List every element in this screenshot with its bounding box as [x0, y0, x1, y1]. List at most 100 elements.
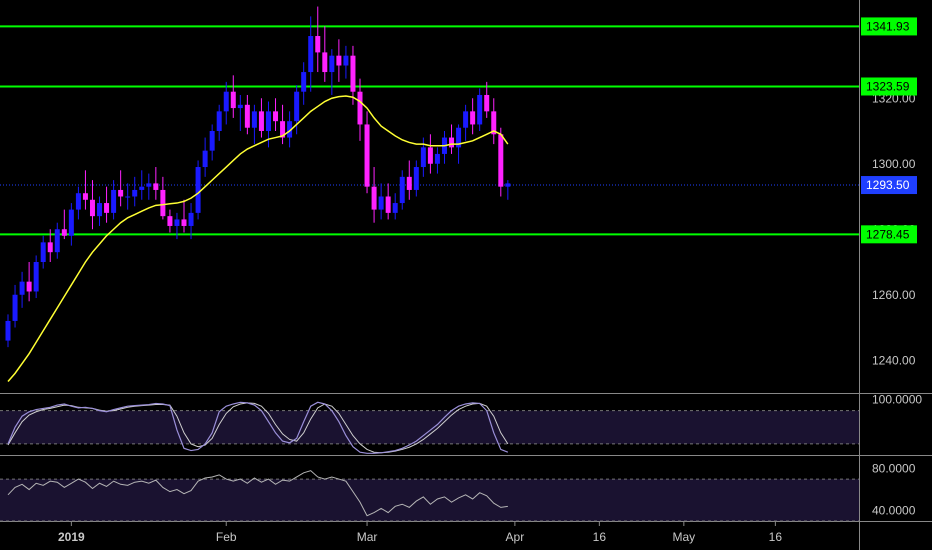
candle-body	[308, 36, 314, 73]
level-price-tag-text: 1341.93	[866, 19, 910, 33]
price-tick-label: 1300.00	[872, 157, 916, 171]
level-price-tag	[861, 77, 917, 96]
rsi-tick-label: 80.0000	[872, 462, 916, 476]
candle-body	[329, 55, 335, 73]
time-tick-label: Mar	[357, 530, 378, 544]
candle-body	[357, 91, 363, 125]
candle-body	[132, 189, 138, 197]
candle-body	[202, 150, 208, 168]
candle-body	[167, 216, 173, 226]
price-tick-label: 1260.00	[872, 288, 916, 302]
candle-body	[392, 203, 398, 213]
candle-body	[287, 121, 293, 138]
rsi-band	[0, 479, 859, 521]
candle-body	[420, 147, 426, 168]
candle-body	[223, 91, 229, 112]
candle-body	[322, 52, 328, 73]
candle-body	[364, 124, 370, 187]
candle-body	[188, 212, 194, 226]
candle-body	[470, 111, 476, 125]
candle-body	[89, 199, 95, 217]
candle-body	[244, 104, 250, 128]
time-tick-label: Feb	[216, 530, 237, 544]
candle-body	[68, 209, 74, 236]
rsi-pane	[0, 470, 859, 522]
candle-body	[315, 36, 321, 53]
candle-body	[118, 189, 124, 197]
level-price-tag-text: 1323.59	[866, 79, 910, 93]
candle-body	[427, 147, 433, 164]
candle-body	[12, 294, 18, 321]
candle-body	[146, 183, 152, 187]
time-tick-label: 16	[769, 530, 783, 544]
stochastic-pane	[0, 401, 859, 454]
candle-body	[181, 219, 187, 226]
candle-body	[61, 229, 67, 236]
candle-body	[33, 262, 39, 292]
candle-body	[258, 111, 264, 131]
candle-body	[385, 196, 391, 213]
candle-body	[378, 196, 384, 210]
candle-body	[19, 281, 25, 295]
stoch-band	[0, 410, 859, 444]
candle-body	[399, 176, 405, 204]
candle-body	[273, 111, 279, 122]
time-tick-label: May	[673, 530, 696, 544]
candle-body	[371, 186, 377, 210]
candle-body	[406, 176, 412, 190]
stoch-tick-label: 100.0000	[872, 393, 922, 407]
candle-body	[350, 55, 356, 92]
time-tick-label: 16	[593, 530, 607, 544]
level-price-tag	[861, 225, 917, 244]
level-price-tag-text: 1278.45	[866, 227, 910, 241]
rsi-line	[7, 470, 508, 517]
candle-body	[230, 91, 236, 109]
candle-body	[456, 127, 462, 148]
level-price-tag	[861, 17, 917, 36]
candle-body	[104, 203, 110, 213]
time-tick-label: Apr	[506, 530, 525, 544]
candle-body	[294, 91, 300, 122]
candle-body	[251, 111, 257, 128]
candle-body	[40, 242, 46, 262]
candle-body	[336, 55, 342, 66]
candle-body	[265, 111, 271, 131]
candle-body	[343, 55, 349, 66]
time-tick-label: 2019	[58, 530, 85, 544]
candle-body	[413, 167, 419, 190]
candle-body	[54, 229, 60, 253]
candle-body	[139, 186, 145, 190]
candle-body	[484, 94, 490, 112]
candle-body	[111, 189, 117, 213]
candle-body	[505, 183, 511, 187]
rsi-tick-label: 40.0000	[872, 504, 916, 518]
candle-body	[237, 104, 243, 109]
candle-body	[498, 134, 504, 187]
price-tick-label: 1240.00	[872, 353, 916, 367]
candle-body	[174, 219, 180, 226]
candle-body	[301, 72, 307, 92]
candle-body	[216, 111, 222, 131]
candle-body	[47, 242, 53, 253]
candle-body	[477, 94, 483, 125]
candle-body	[209, 131, 215, 151]
axis-labels: 1240.001260.001280.001300.001320.001341.…	[58, 17, 922, 544]
candle-body	[463, 111, 469, 128]
current-price-tag	[861, 176, 917, 195]
candle-body	[434, 153, 440, 164]
candle-body	[82, 193, 88, 200]
candle-body	[449, 137, 455, 148]
moving-average-line	[7, 95, 509, 383]
candle-body	[125, 196, 131, 198]
current-price-tag-text: 1293.50	[866, 178, 910, 192]
price-pane	[0, 6, 859, 383]
candle-body	[26, 281, 32, 292]
candle-body	[280, 121, 286, 138]
candle-body	[491, 111, 497, 135]
candle-body	[75, 193, 81, 210]
candle-body	[153, 183, 159, 190]
stoch-k-line	[7, 401, 509, 454]
candle-body	[160, 189, 166, 217]
